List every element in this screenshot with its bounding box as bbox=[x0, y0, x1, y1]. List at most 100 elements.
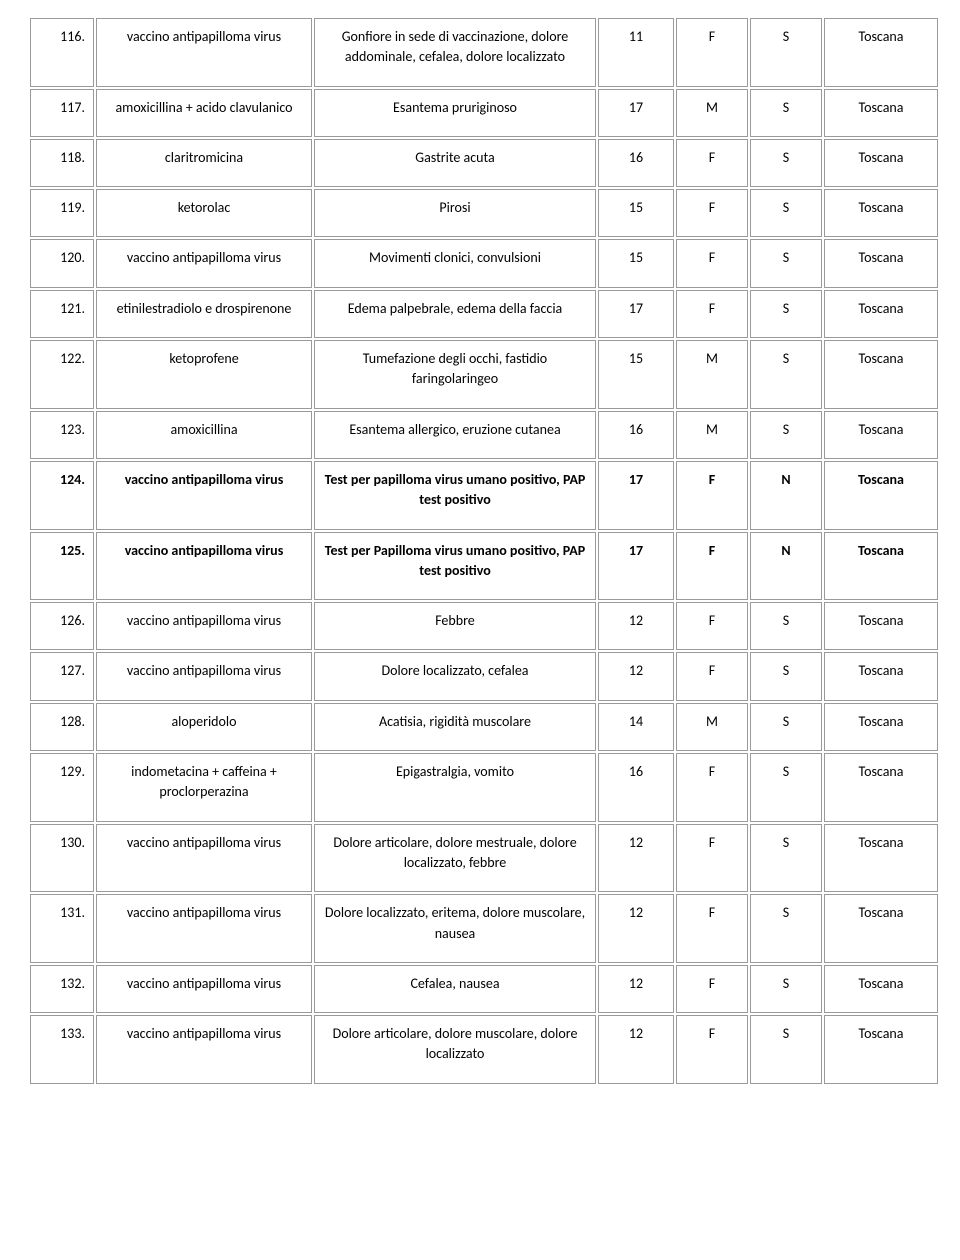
cell-reaction: Febbre bbox=[314, 602, 596, 650]
table-row: 126.vaccino antipapilloma virusFebbre12F… bbox=[30, 602, 938, 650]
cell-age: 12 bbox=[598, 1015, 674, 1084]
cell-drug: vaccino antipapilloma virus bbox=[96, 965, 312, 1013]
cell-num: 133. bbox=[30, 1015, 94, 1084]
cell-sex: F bbox=[676, 139, 748, 187]
cell-drug: vaccino antipapilloma virus bbox=[96, 1015, 312, 1084]
cell-flag: S bbox=[750, 239, 822, 287]
table-row: 118.claritromicinaGastrite acuta16FSTosc… bbox=[30, 139, 938, 187]
cell-reaction: Acatisia, rigidità muscolare bbox=[314, 703, 596, 751]
cell-drug: vaccino antipapilloma virus bbox=[96, 602, 312, 650]
cell-reaction: Dolore articolare, dolore muscolare, dol… bbox=[314, 1015, 596, 1084]
cell-reaction: Test per Papilloma virus umano positivo,… bbox=[314, 532, 596, 601]
cell-age: 15 bbox=[598, 239, 674, 287]
cell-flag: N bbox=[750, 461, 822, 530]
cell-flag: S bbox=[750, 290, 822, 338]
cell-region: Toscana bbox=[824, 89, 938, 137]
cell-sex: F bbox=[676, 189, 748, 237]
cell-flag: S bbox=[750, 18, 822, 87]
cell-num: 123. bbox=[30, 411, 94, 459]
cell-drug: vaccino antipapilloma virus bbox=[96, 532, 312, 601]
cell-drug: ketorolac bbox=[96, 189, 312, 237]
cell-num: 131. bbox=[30, 894, 94, 963]
cell-age: 17 bbox=[598, 290, 674, 338]
cell-num: 130. bbox=[30, 824, 94, 893]
table-row: 119.ketorolacPirosi15FSToscana bbox=[30, 189, 938, 237]
cell-region: Toscana bbox=[824, 753, 938, 822]
table-row: 127.vaccino antipapilloma virusDolore lo… bbox=[30, 652, 938, 700]
cell-num: 117. bbox=[30, 89, 94, 137]
cell-age: 11 bbox=[598, 18, 674, 87]
cell-age: 15 bbox=[598, 189, 674, 237]
cell-region: Toscana bbox=[824, 602, 938, 650]
cell-age: 17 bbox=[598, 89, 674, 137]
cell-num: 121. bbox=[30, 290, 94, 338]
cell-age: 14 bbox=[598, 703, 674, 751]
cell-drug: vaccino antipapilloma virus bbox=[96, 18, 312, 87]
cell-flag: S bbox=[750, 602, 822, 650]
cell-drug: vaccino antipapilloma virus bbox=[96, 824, 312, 893]
cell-flag: S bbox=[750, 753, 822, 822]
cell-reaction: Dolore articolare, dolore mestruale, dol… bbox=[314, 824, 596, 893]
cell-flag: N bbox=[750, 532, 822, 601]
cell-sex: M bbox=[676, 703, 748, 751]
table-row: 125.vaccino antipapilloma virusTest per … bbox=[30, 532, 938, 601]
cell-age: 12 bbox=[598, 965, 674, 1013]
cell-num: 127. bbox=[30, 652, 94, 700]
cell-num: 125. bbox=[30, 532, 94, 601]
cell-sex: M bbox=[676, 411, 748, 459]
cell-reaction: Movimenti clonici, convulsioni bbox=[314, 239, 596, 287]
cell-drug: indometacina + caffeina + proclorperazin… bbox=[96, 753, 312, 822]
table-row: 117.amoxicillina + acido clavulanicoEsan… bbox=[30, 89, 938, 137]
cell-reaction: Epigastralgia, vomito bbox=[314, 753, 596, 822]
table-row: 116.vaccino antipapilloma virusGonfiore … bbox=[30, 18, 938, 87]
cell-reaction: Esantema pruriginoso bbox=[314, 89, 596, 137]
cell-num: 116. bbox=[30, 18, 94, 87]
cell-sex: F bbox=[676, 753, 748, 822]
cell-reaction: Dolore localizzato, eritema, dolore musc… bbox=[314, 894, 596, 963]
cell-age: 12 bbox=[598, 894, 674, 963]
cell-region: Toscana bbox=[824, 824, 938, 893]
cell-sex: M bbox=[676, 89, 748, 137]
cell-region: Toscana bbox=[824, 894, 938, 963]
cell-sex: F bbox=[676, 652, 748, 700]
cell-num: 126. bbox=[30, 602, 94, 650]
cell-region: Toscana bbox=[824, 239, 938, 287]
cell-sex: F bbox=[676, 602, 748, 650]
table-row: 133.vaccino antipapilloma virusDolore ar… bbox=[30, 1015, 938, 1084]
table-row: 124.vaccino antipapilloma virusTest per … bbox=[30, 461, 938, 530]
cell-flag: S bbox=[750, 652, 822, 700]
cell-age: 16 bbox=[598, 411, 674, 459]
cell-flag: S bbox=[750, 139, 822, 187]
cell-flag: S bbox=[750, 189, 822, 237]
cell-reaction: Cefalea, nausea bbox=[314, 965, 596, 1013]
cell-flag: S bbox=[750, 411, 822, 459]
cell-num: 122. bbox=[30, 340, 94, 409]
cell-age: 12 bbox=[598, 824, 674, 893]
cell-flag: S bbox=[750, 1015, 822, 1084]
cell-sex: F bbox=[676, 824, 748, 893]
cell-sex: F bbox=[676, 239, 748, 287]
table-row: 122.ketoprofeneTumefazione degli occhi, … bbox=[30, 340, 938, 409]
cell-sex: F bbox=[676, 532, 748, 601]
cell-region: Toscana bbox=[824, 703, 938, 751]
cell-region: Toscana bbox=[824, 189, 938, 237]
cell-reaction: Gastrite acuta bbox=[314, 139, 596, 187]
cell-region: Toscana bbox=[824, 18, 938, 87]
cell-region: Toscana bbox=[824, 532, 938, 601]
cell-drug: ketoprofene bbox=[96, 340, 312, 409]
cell-sex: F bbox=[676, 461, 748, 530]
cell-num: 129. bbox=[30, 753, 94, 822]
table-row: 130.vaccino antipapilloma virusDolore ar… bbox=[30, 824, 938, 893]
cell-reaction: Test per papilloma virus umano positivo,… bbox=[314, 461, 596, 530]
cell-num: 124. bbox=[30, 461, 94, 530]
cell-num: 118. bbox=[30, 139, 94, 187]
cell-reaction: Pirosi bbox=[314, 189, 596, 237]
cell-sex: F bbox=[676, 965, 748, 1013]
table-row: 131.vaccino antipapilloma virusDolore lo… bbox=[30, 894, 938, 963]
table-row: 121.etinilestradiolo e drospirenoneEdema… bbox=[30, 290, 938, 338]
cell-drug: vaccino antipapilloma virus bbox=[96, 239, 312, 287]
cell-drug: amoxicillina bbox=[96, 411, 312, 459]
cell-age: 16 bbox=[598, 753, 674, 822]
cell-age: 16 bbox=[598, 139, 674, 187]
cell-age: 12 bbox=[598, 602, 674, 650]
